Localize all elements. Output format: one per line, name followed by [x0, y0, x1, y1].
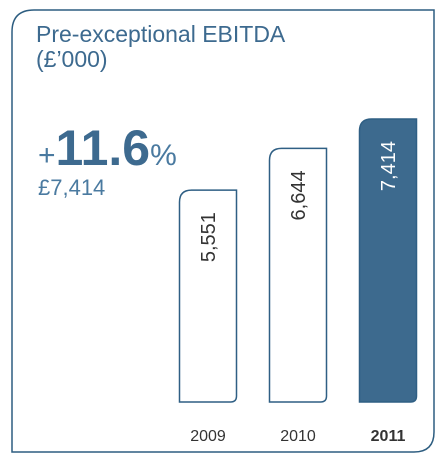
chart-title: Pre-exceptional EBITDA (£’000)	[36, 21, 285, 72]
highlight-prefix: +	[38, 139, 56, 172]
bar	[268, 147, 328, 403]
value-label: 5,551	[198, 212, 220, 262]
frame	[11, 9, 435, 453]
highlight-value: 11.6	[56, 120, 151, 176]
x-tick-label: 2009	[190, 428, 226, 445]
highlight-suffix: %	[150, 139, 177, 172]
value-label: 7,414	[378, 141, 400, 191]
bar	[178, 189, 238, 403]
x-tick-label: 2010	[280, 428, 316, 445]
x-tick-label: 2011	[371, 428, 406, 445]
highlight: +11.6%	[38, 120, 177, 176]
bar	[358, 118, 418, 403]
value-label: 6,644	[288, 170, 310, 220]
highlight-subtext: £7,414	[38, 175, 105, 200]
